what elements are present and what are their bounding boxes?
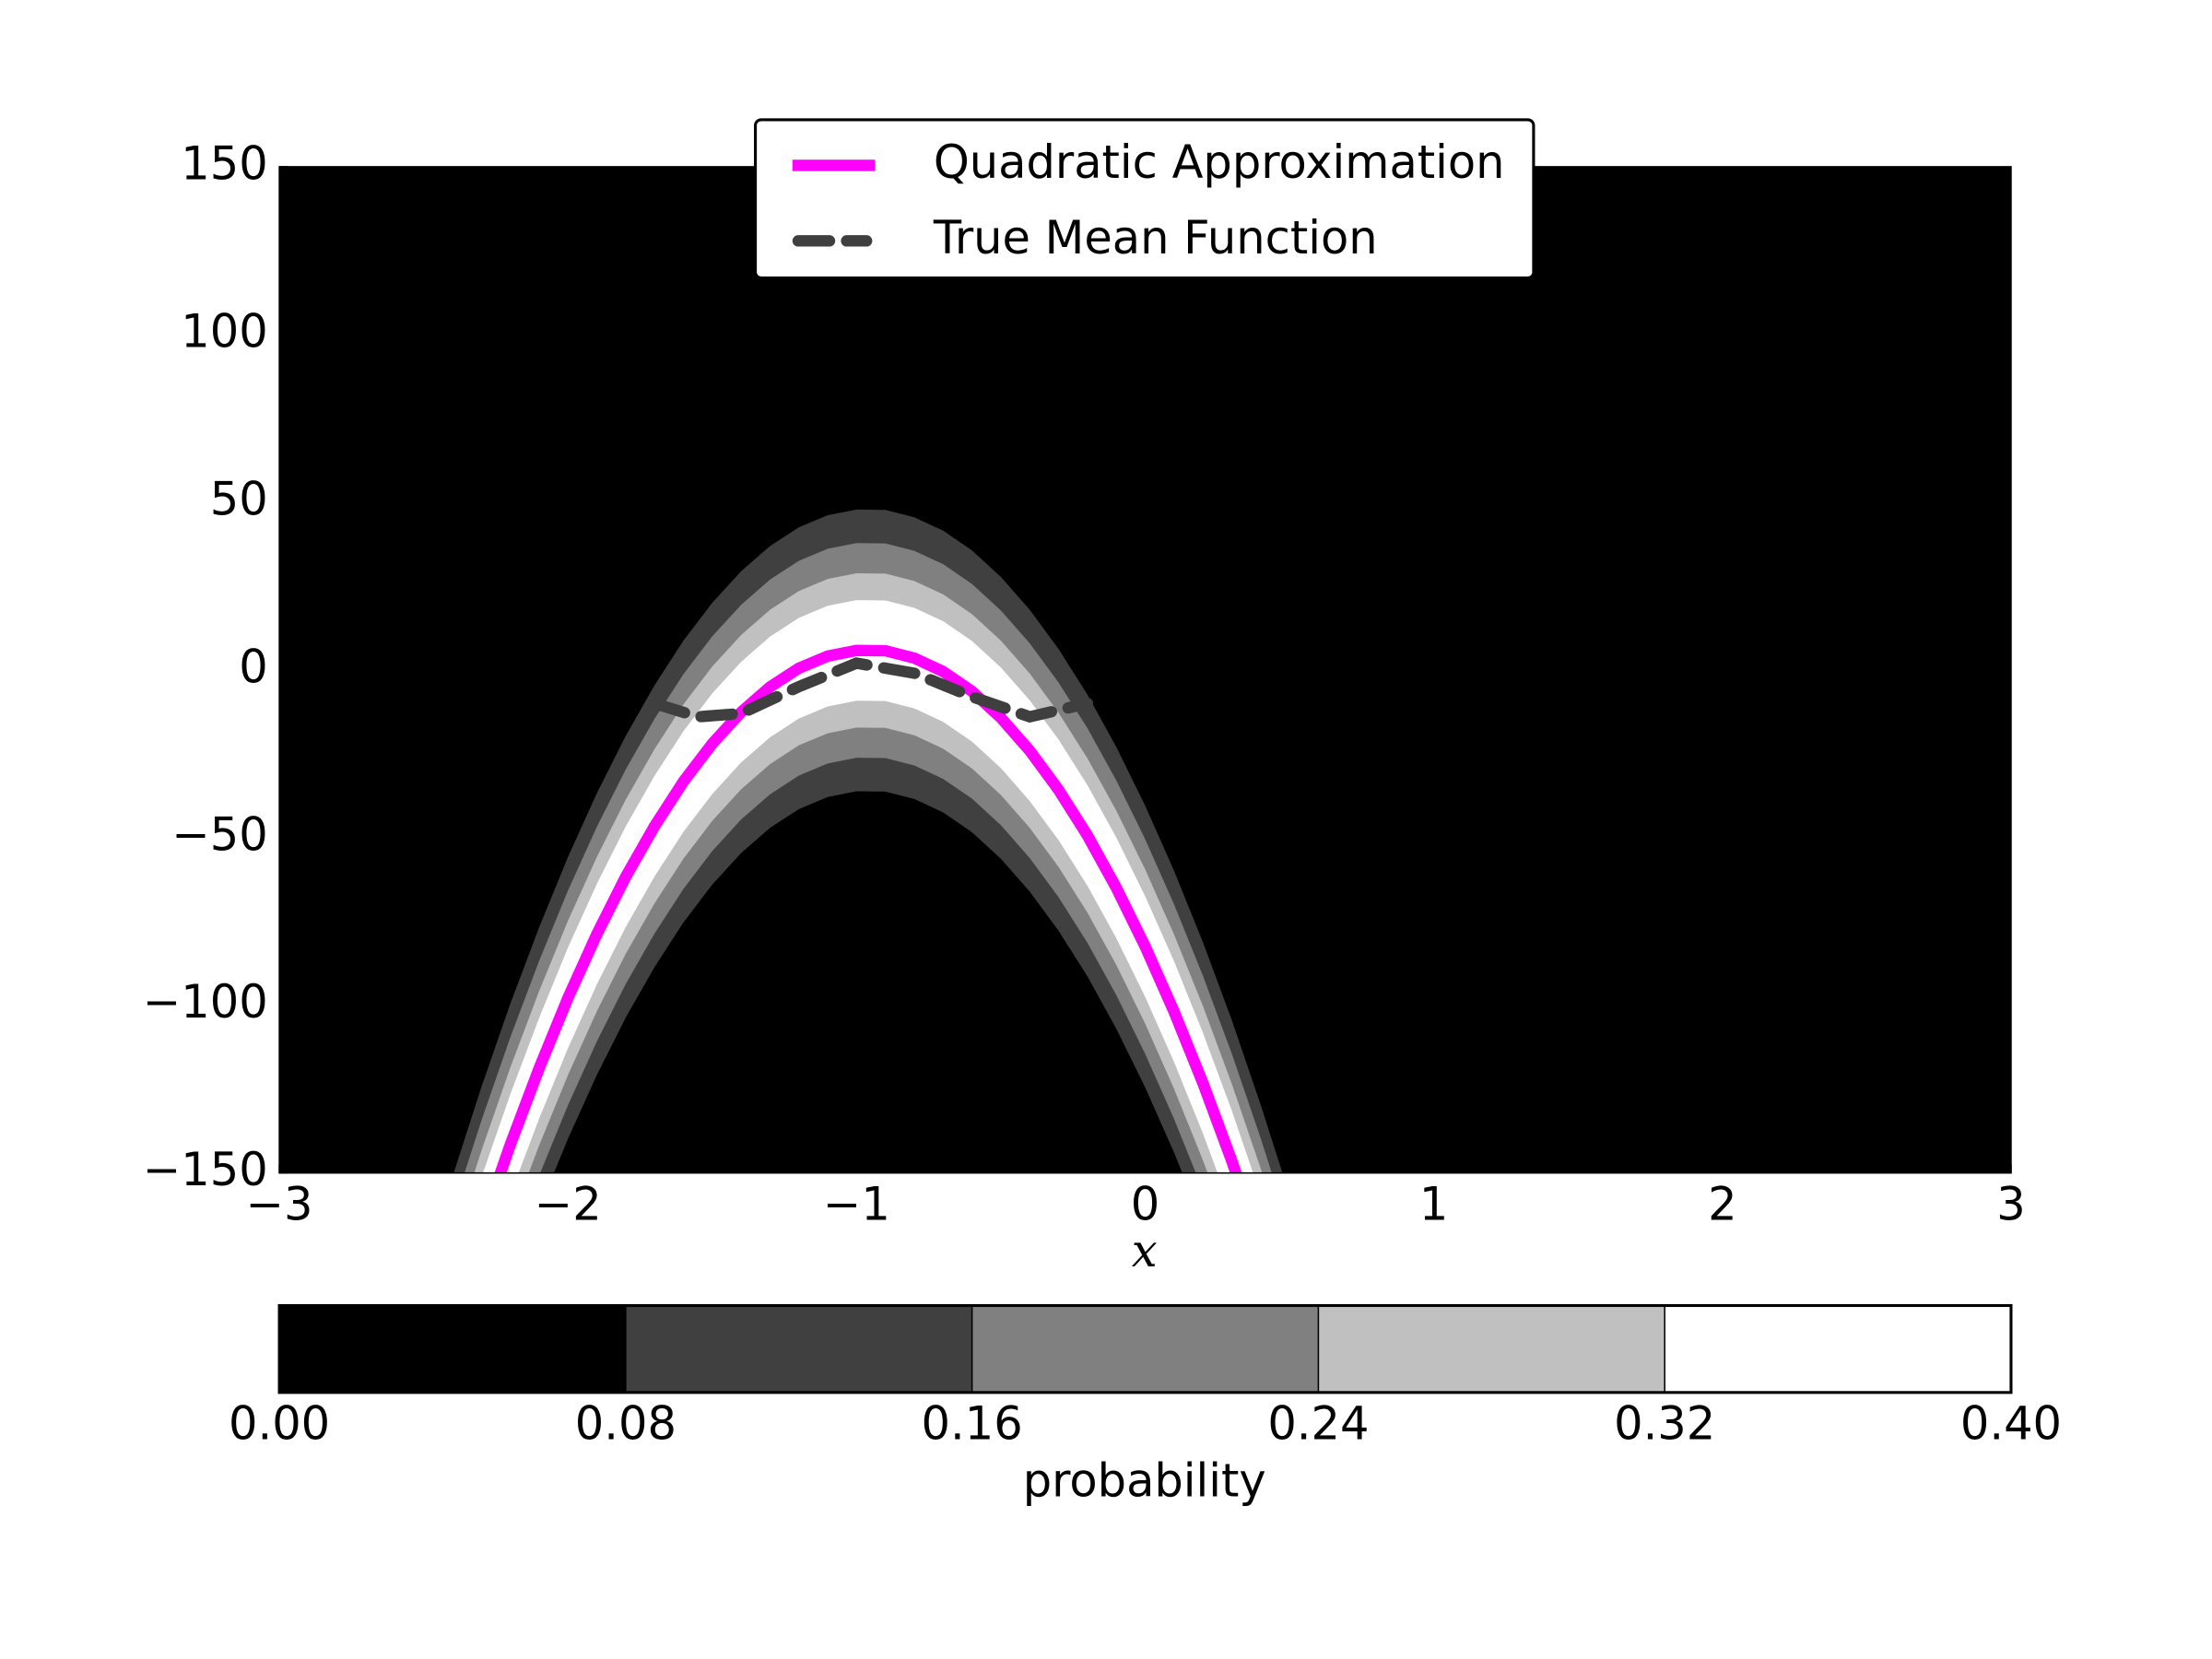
y-tick-label: 0 <box>239 640 267 693</box>
x-tick-label: −1 <box>823 1177 890 1230</box>
legend-label: True Mean Function <box>933 211 1378 265</box>
x-axis-label: x <box>1132 1224 1158 1277</box>
colorbar-tick-label: 0.00 <box>229 1396 330 1450</box>
x-tick-label: 1 <box>1419 1177 1448 1230</box>
y-tick-label: 50 <box>210 472 268 525</box>
colorbar-tick-label: 0.16 <box>922 1396 1023 1450</box>
colorbar-segment <box>1665 1305 2011 1393</box>
colorbar-segment <box>971 1305 1319 1393</box>
x-tick-label: −3 <box>246 1177 313 1230</box>
y-tick-label: 100 <box>181 304 267 358</box>
y-tick-label: 150 <box>181 136 267 190</box>
colorbar-frame <box>277 1303 2013 1394</box>
series-line <box>494 644 1242 1173</box>
contour-band <box>474 572 1263 1173</box>
colorbar-tick-label: 0.08 <box>575 1396 677 1450</box>
colorbar-label: probability <box>1023 1453 1266 1507</box>
plot-area <box>279 166 2011 1173</box>
colorbar-tick-label: 0.32 <box>1614 1396 1715 1450</box>
contour-band <box>453 509 1283 1173</box>
y-tick-label: −100 <box>143 975 268 1029</box>
legend-label: Quadratic Approximation <box>934 135 1505 189</box>
contour-band <box>483 600 1253 1173</box>
colorbar-segment <box>279 1305 626 1393</box>
series-line <box>648 657 1094 724</box>
x-tick-label: 0 <box>1131 1177 1159 1230</box>
contour-band <box>464 543 1272 1173</box>
y-tick-label: −150 <box>143 1143 268 1196</box>
colorbar-tick-label: 0.40 <box>1960 1396 2062 1450</box>
colorbar-segment <box>1318 1305 1665 1393</box>
x-tick-label: 3 <box>1996 1177 2025 1230</box>
legend-frame <box>754 118 1535 280</box>
x-tick-label: −2 <box>535 1177 602 1230</box>
legend: Quadratic Approximation True Mean Functio… <box>754 118 1535 280</box>
colorbar-tick-label: 0.24 <box>1267 1396 1369 1450</box>
x-tick-label: 2 <box>1708 1177 1736 1230</box>
colorbar-segment <box>625 1305 972 1393</box>
y-tick-label: −50 <box>171 807 267 861</box>
